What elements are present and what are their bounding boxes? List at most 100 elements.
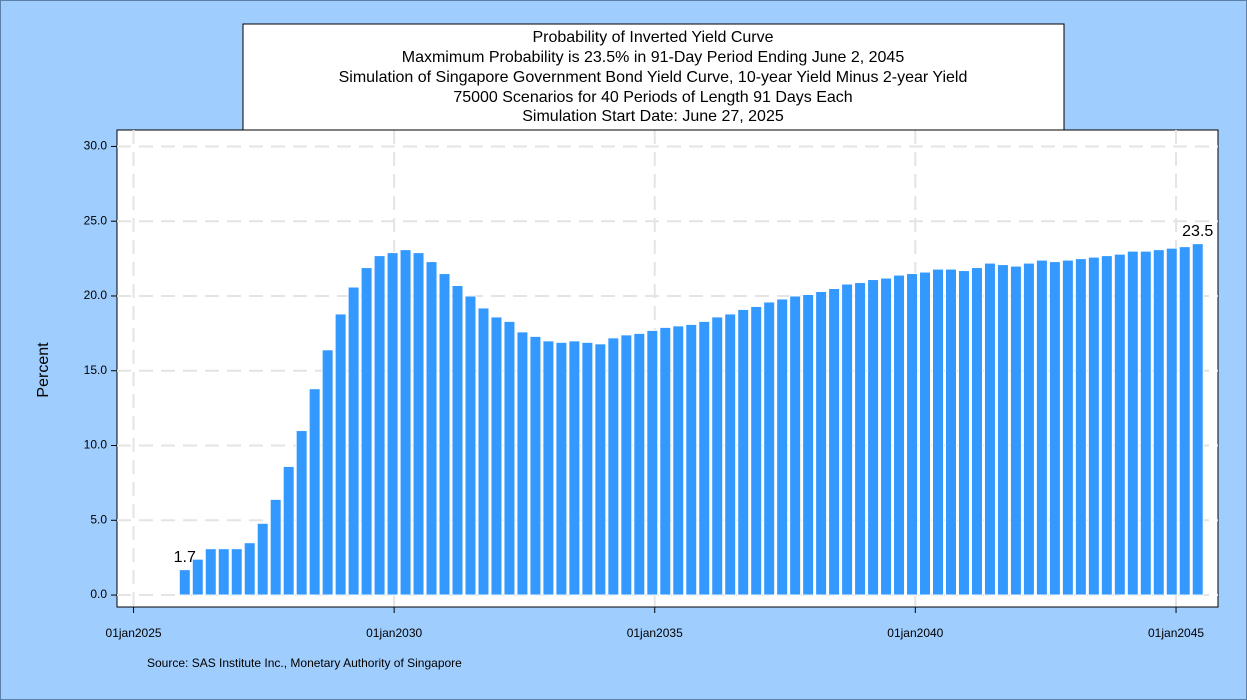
bar [607,337,620,596]
bar [464,295,477,596]
bar [360,267,373,596]
bar [334,313,347,596]
bar [919,271,932,596]
bar [594,343,607,596]
bar [1087,256,1100,596]
bar [230,548,243,596]
data-label: 23.5 [1182,223,1213,240]
y-tick-label: 25.0 [84,213,108,227]
bar [750,305,763,596]
bar [815,290,828,596]
bar [425,261,438,596]
bar [867,279,880,596]
y-axis-label: Percent [35,342,52,398]
bar [1074,258,1087,596]
bar [828,288,841,596]
title-box [242,23,1065,131]
subtitle: Simulation Start Date: June 27, 2025 [522,108,784,125]
bar [1152,249,1165,596]
bar [386,252,399,596]
bar [854,282,867,596]
bar [1139,250,1152,596]
bar [581,341,594,596]
bar [698,320,711,596]
bar [659,326,672,596]
bar [555,341,568,596]
bar [503,320,516,596]
bar [957,270,970,596]
bar [1009,265,1022,596]
bar [516,331,529,596]
bar [944,268,957,596]
bar [711,316,724,596]
data-label: 1.7 [174,549,196,566]
bar [880,277,893,596]
bar [1191,243,1204,596]
bar [724,313,737,596]
bar [1048,261,1061,596]
bar [1126,250,1139,596]
bar [568,340,581,596]
y-tick-label: 10.0 [84,438,108,452]
bar [373,255,386,596]
x-tick-label: 01jan2025 [106,626,162,640]
bar [672,325,685,596]
bar [996,264,1009,596]
x-tick-label: 01jan2030 [366,626,422,640]
bar [802,293,815,596]
bar [1061,259,1074,596]
chart-title: Probability of Inverted Yield Curve [532,29,773,46]
bar [776,298,789,596]
bar [906,273,919,596]
y-tick-label: 5.0 [90,512,107,526]
bar [620,334,633,596]
bar [542,340,555,596]
bar [633,332,646,596]
bar [789,295,802,596]
bar [243,542,256,596]
bar [529,335,542,596]
bar [1113,253,1126,596]
y-tick-label: 15.0 [84,363,108,377]
bar [1165,247,1178,596]
bar [256,522,269,596]
bar [685,323,698,596]
bar [932,268,945,596]
x-tick-label: 01jan2035 [627,626,683,640]
source-note: Source: SAS Institute Inc., Monetary Aut… [147,656,462,670]
bar [1178,246,1191,596]
bar [451,285,464,596]
bar [983,262,996,596]
subtitle: Maxmimum Probability is 23.5% in 91-Day … [402,49,905,66]
bar [412,252,425,596]
bar [347,286,360,596]
x-tick-label: 01jan2045 [1148,626,1204,640]
bar [1100,255,1113,596]
bar [490,316,503,596]
bar [217,548,230,596]
y-tick-label: 20.0 [84,288,108,302]
bar [191,558,204,596]
bar [1022,262,1035,596]
bar [1035,259,1048,596]
bar [646,329,659,596]
y-tick-label: 0.0 [90,587,107,601]
bar [970,267,983,596]
bar [477,307,490,596]
bar [841,283,854,596]
y-tick-label: 30.0 [84,139,108,153]
bar [737,308,750,596]
bar [178,569,191,596]
bar [308,388,321,596]
bar [399,249,412,596]
bars [178,243,1204,596]
subtitle: 75000 Scenarios for 40 Periods of Length… [453,89,852,106]
bar [204,548,217,596]
bar [295,430,308,596]
x-tick-label: 01jan2040 [887,626,943,640]
bar [893,274,906,596]
bar [763,301,776,596]
bar [269,498,282,596]
